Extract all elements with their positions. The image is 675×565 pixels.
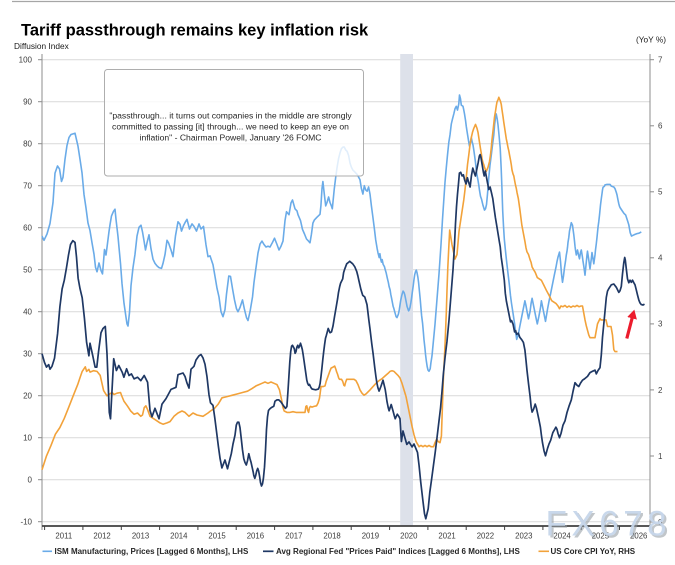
svg-text:2019: 2019 — [362, 532, 379, 541]
svg-text:2024: 2024 — [553, 532, 571, 541]
svg-text:-10: -10 — [20, 518, 32, 527]
svg-text:2013: 2013 — [132, 532, 149, 541]
svg-text:2023: 2023 — [515, 532, 532, 541]
svg-text:committed to passing [it] thro: committed to passing [it] through... we … — [112, 122, 349, 132]
svg-text:40: 40 — [23, 308, 32, 317]
svg-text:2021: 2021 — [438, 532, 455, 541]
svg-text:2018: 2018 — [323, 532, 340, 541]
svg-text:US Core CPI YoY, RHS: US Core CPI YoY, RHS — [551, 547, 636, 556]
svg-text:FX678: FX678 — [548, 507, 674, 546]
svg-text:0: 0 — [658, 518, 663, 527]
svg-text:90: 90 — [23, 98, 32, 107]
svg-text:Avg Regional Fed "Prices Paid": Avg Regional Fed "Prices Paid" Indices [… — [276, 547, 520, 556]
svg-text:ISM Manufacturing, Prices [Lag: ISM Manufacturing, Prices [Lagged 6 Mont… — [55, 547, 249, 556]
svg-text:(YoY %): (YoY %) — [636, 35, 666, 45]
svg-text:2011: 2011 — [55, 532, 72, 541]
svg-text:2025: 2025 — [592, 532, 610, 541]
svg-text:Diffusion Index: Diffusion Index — [14, 41, 70, 51]
svg-text:7: 7 — [658, 56, 663, 65]
svg-text:2: 2 — [658, 386, 663, 395]
svg-text:"passthrough... it turns out c: "passthrough... it turns out companies i… — [109, 111, 352, 121]
svg-text:0: 0 — [28, 476, 33, 485]
svg-text:80: 80 — [23, 140, 32, 149]
svg-text:2026: 2026 — [630, 532, 647, 541]
svg-text:50: 50 — [23, 266, 32, 275]
svg-text:20: 20 — [23, 392, 32, 401]
svg-text:5: 5 — [658, 188, 663, 197]
svg-text:inflation" - Chairman Powell,: inflation" - Chairman Powell, January '2… — [140, 132, 322, 142]
svg-text:70: 70 — [23, 182, 32, 191]
svg-text:10: 10 — [23, 434, 32, 443]
svg-text:3: 3 — [658, 320, 663, 329]
svg-text:30: 30 — [23, 350, 32, 359]
svg-text:2020: 2020 — [400, 532, 418, 541]
svg-text:2022: 2022 — [477, 532, 494, 541]
svg-text:2016: 2016 — [247, 532, 264, 541]
svg-text:2012: 2012 — [93, 532, 110, 541]
svg-text:Tariff passthrough remains key: Tariff passthrough remains key inflation… — [21, 22, 369, 40]
svg-text:100: 100 — [19, 56, 33, 65]
svg-text:4: 4 — [658, 254, 663, 263]
svg-text:1: 1 — [658, 452, 663, 461]
svg-text:2014: 2014 — [170, 532, 188, 541]
svg-text:FX678: FX678 — [546, 505, 672, 544]
svg-text:2017: 2017 — [285, 532, 302, 541]
svg-text:2015: 2015 — [208, 532, 226, 541]
svg-text:60: 60 — [23, 224, 32, 233]
svg-text:6: 6 — [658, 122, 663, 131]
